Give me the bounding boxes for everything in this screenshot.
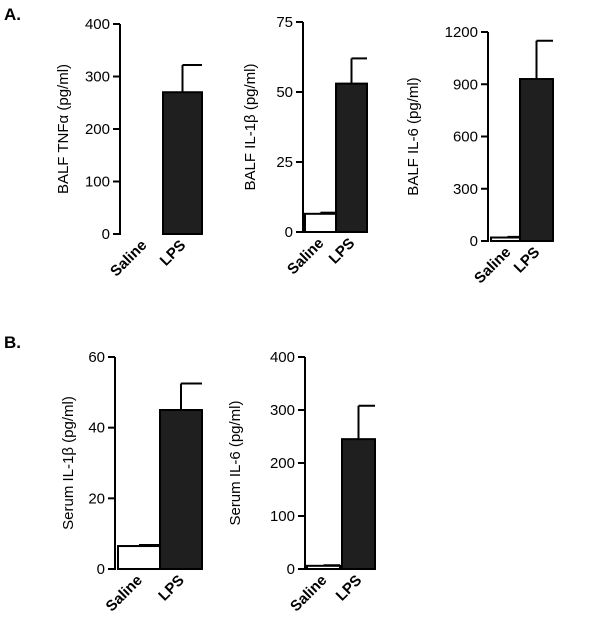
y-tick-label: 200 [85,121,110,138]
y-tick-label: 400 [85,16,110,33]
y-tick-label: 60 [88,349,105,366]
y-tick-label: 40 [88,420,105,437]
bar-lps [335,82,368,233]
category-label-saline: Saline [471,244,514,287]
category-label-lps: LPS [157,237,190,270]
y-axis-title: Serum IL-1β (pg/ml) [60,396,77,530]
panel-label-a: A. [4,5,21,24]
y-axis-title: BALF IL-1β (pg/ml) [242,64,259,191]
y-tick-label: 75 [276,14,293,31]
y-tick-label: 0 [287,561,295,578]
y-tick-label: 50 [276,84,293,101]
y-tick-label: 100 [270,508,295,525]
y-tick-label: 0 [97,561,105,578]
bar-saline [117,545,161,570]
y-tick-label: 900 [453,76,478,93]
chart-serum-il6: 0 100 200 300 400 Serum IL-6 (pg/ml) Saline LPS [227,349,376,615]
y-axis-title: Serum IL-6 (pg/ml) [227,400,244,525]
y-tick-label: 300 [270,402,295,419]
bar-lps [519,78,554,243]
chart-serum-il1b: 0 20 40 60 Serum IL-1β (pg/ml) Saline LPS [60,349,203,615]
category-label-lps: LPS [511,244,544,277]
y-axis-title: BALF IL-6 (pg/ml) [405,77,422,195]
y-tick-label: 0 [470,233,478,250]
y-tick-label: 0 [285,224,293,241]
y-tick-label: 0 [102,226,110,243]
bar-lps [162,91,203,235]
y-tick-label: 400 [270,349,295,366]
bar-lps [341,438,376,570]
category-label-saline: Saline [284,235,327,278]
panel-label-b: B. [4,333,21,352]
category-label-saline: Saline [107,237,150,280]
y-tick-label: 600 [453,129,478,146]
y-tick-label: 100 [85,174,110,191]
chart-balf-tnfa: 0 100 200 300 400 BALF TNFα (pg/ml) Saline LPS [55,16,203,280]
y-tick-label: 300 [453,181,478,198]
category-label-saline: Saline [103,572,146,615]
y-tick-label: 1200 [445,24,478,41]
category-label-lps: LPS [333,572,366,605]
y-tick-label: 200 [270,455,295,472]
y-tick-label: 300 [85,69,110,86]
bar-saline [304,212,337,234]
y-tick-label: 25 [276,154,293,171]
y-tick-label: 20 [88,490,105,507]
y-axis-title: BALF TNFα (pg/ml) [55,64,72,194]
category-label-lps: LPS [155,572,188,605]
bar-lps [159,409,203,570]
bar-saline [306,564,341,571]
category-label-saline: Saline [287,572,330,615]
category-label-lps: LPS [326,235,359,268]
